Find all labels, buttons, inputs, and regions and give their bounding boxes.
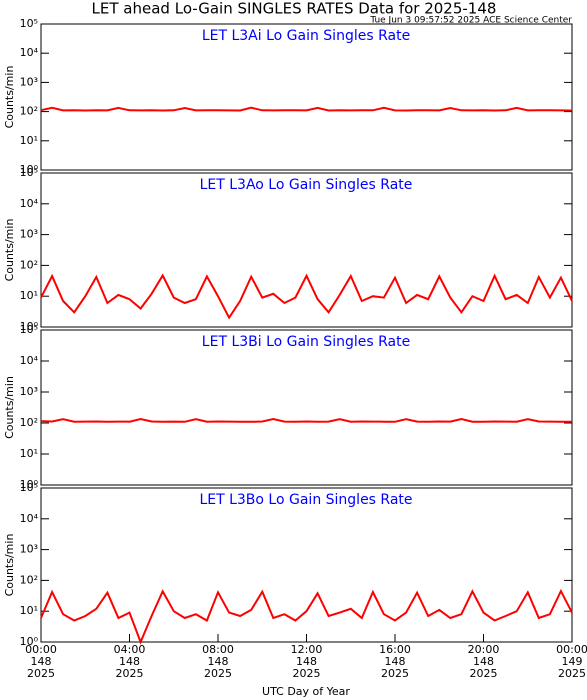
x-tick-label: 04:00 [114, 643, 146, 656]
x-tick-label: 2025 [204, 667, 232, 680]
x-tick-label: 149 [562, 655, 583, 668]
plot-frame [40, 172, 573, 328]
y-tick-label: 10⁵ [20, 481, 38, 494]
panel-title: LET L3Ai Lo Gain Singles Rate [202, 28, 410, 44]
y-tick-label: 10² [20, 105, 38, 118]
x-tick-label: 2025 [27, 667, 55, 680]
x-tick-label: 148 [31, 655, 52, 668]
x-tick-label: 2025 [558, 667, 586, 680]
x-tick-label: 148 [473, 655, 494, 668]
y-tick-label: 10⁰ [20, 320, 39, 333]
y-tick-label: 10³ [20, 543, 38, 556]
y-axis-label: Counts/min [3, 534, 16, 597]
y-tick-label: 10⁰ [20, 478, 39, 491]
page-subtitle: Tue Jun 3 09:57:52 2025 ACE Science Cent… [369, 16, 572, 26]
y-axis-label: Counts/min [3, 219, 16, 282]
y-tick-label: 10³ [20, 75, 38, 88]
x-tick-label: 2025 [293, 667, 321, 680]
y-tick-label: 10² [20, 416, 38, 429]
x-tick-label: 148 [208, 655, 229, 668]
x-tick-label: 08:00 [202, 643, 234, 656]
y-tick-label: 10¹ [20, 289, 38, 302]
y-tick-label: 10¹ [20, 604, 38, 617]
x-tick-label: 00:00 [25, 643, 57, 656]
y-tick-label: 10³ [20, 385, 38, 398]
y-tick-label: 10⁵ [20, 166, 38, 179]
x-tick-label: 148 [385, 655, 406, 668]
x-axis-label: UTC Day of Year [262, 685, 350, 698]
x-tick-label: 20:00 [468, 643, 500, 656]
y-tick-label: 10² [20, 258, 38, 271]
y-tick-label: 10⁴ [20, 46, 39, 59]
y-axis-label: Counts/min [3, 376, 16, 439]
y-tick-label: 10³ [20, 228, 38, 241]
y-tick-label: 10⁴ [20, 512, 39, 525]
y-tick-label: 10⁴ [20, 354, 39, 367]
x-tick-label: 148 [296, 655, 317, 668]
plot-frame [40, 329, 573, 486]
y-tick-label: 10⁰ [20, 635, 39, 648]
y-axis-label: Counts/min [3, 66, 16, 129]
y-tick-label: 10⁰ [20, 163, 39, 176]
x-tick-label: 2025 [116, 667, 144, 680]
data-line [40, 417, 573, 423]
x-tick-label: 148 [119, 655, 140, 668]
panel-title: LET L3Bo Lo Gain Singles Rate [199, 492, 412, 508]
y-tick-label: 10⁵ [20, 17, 38, 30]
x-tick-label: 00:00 [556, 643, 587, 656]
y-tick-label: 10¹ [20, 447, 38, 460]
x-tick-label: 16:00 [379, 643, 411, 656]
x-tick-label: 2025 [381, 667, 409, 680]
page-title: LET ahead Lo-Gain SINGLES RATES Data for… [92, 0, 497, 18]
y-tick-label: 10⁵ [20, 323, 38, 336]
panel-title: LET L3Bi Lo Gain Singles Rate [202, 334, 410, 350]
data-line [40, 106, 573, 112]
y-tick-label: 10¹ [20, 134, 38, 147]
panel-title: LET L3Ao Lo Gain Singles Rate [200, 177, 413, 193]
plot-frame [40, 23, 573, 171]
x-tick-label: 12:00 [291, 643, 323, 656]
data-line [40, 588, 573, 645]
y-tick-label: 10² [20, 573, 38, 586]
y-tick-label: 10⁴ [20, 197, 39, 210]
data-line [40, 273, 573, 320]
x-tick-label: 2025 [470, 667, 498, 680]
